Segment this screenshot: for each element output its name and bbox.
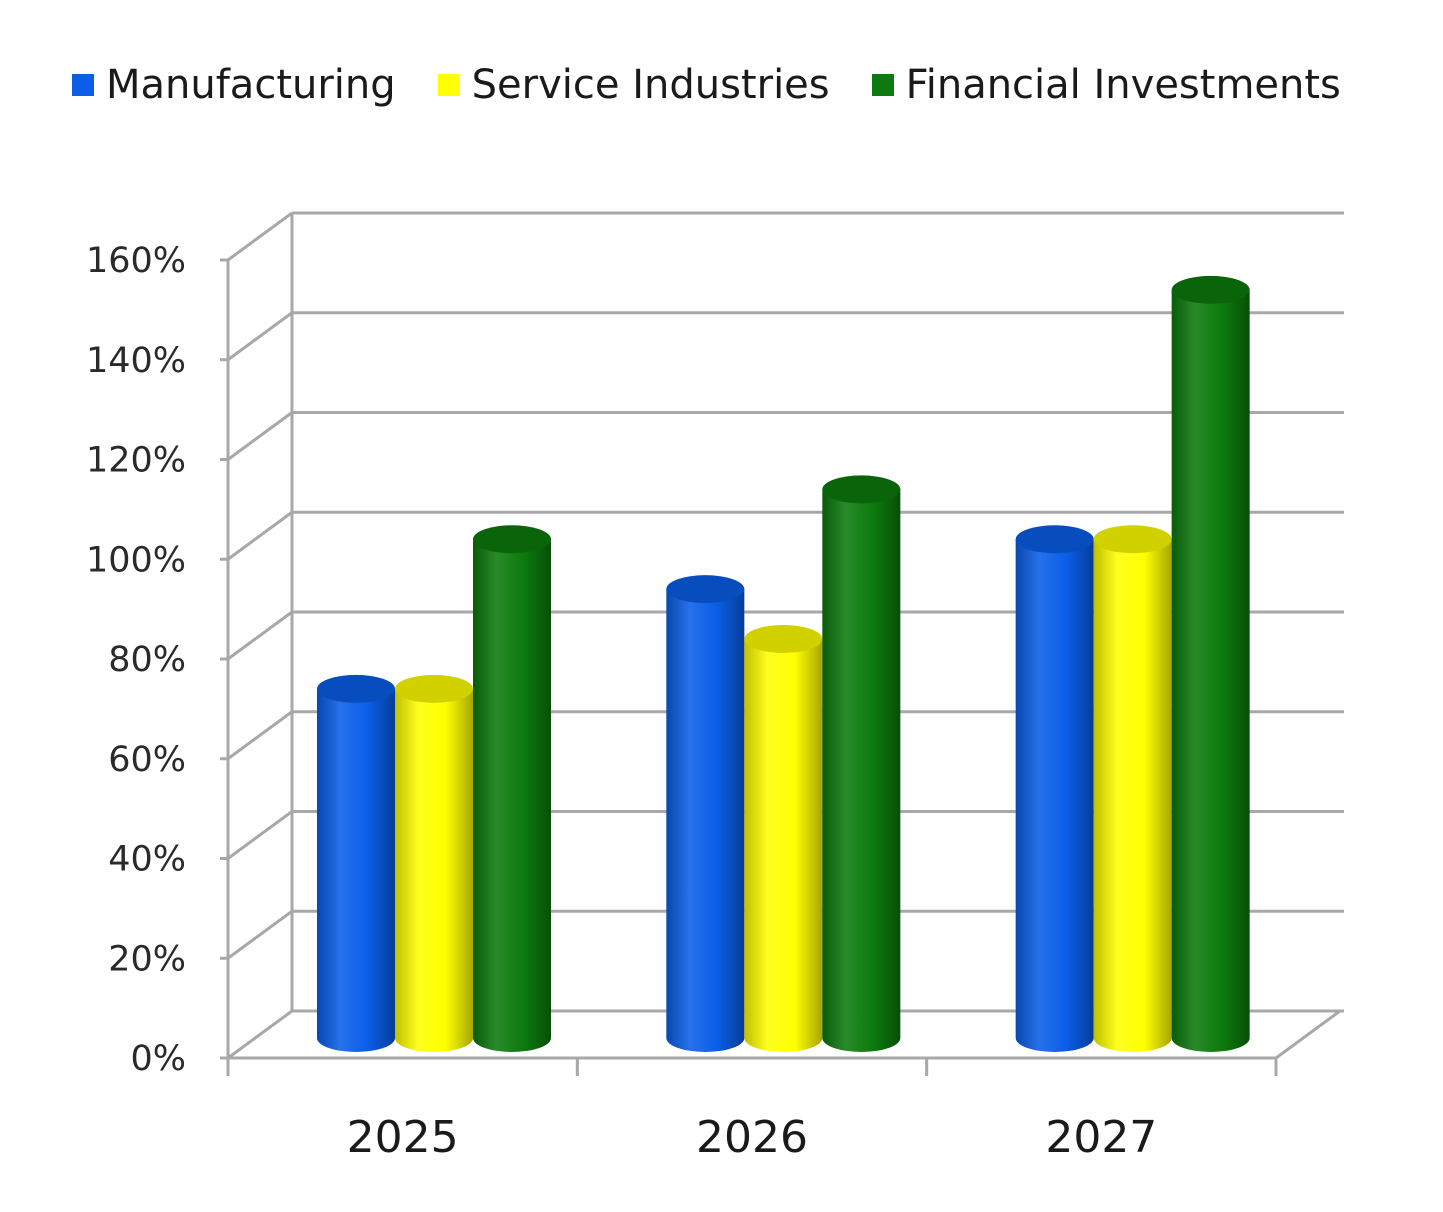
bar-body xyxy=(822,489,901,1052)
bar-top xyxy=(1171,275,1250,304)
bar-service-industries-2025 xyxy=(395,674,473,1052)
bar-top xyxy=(822,475,901,504)
bar-top xyxy=(1015,525,1094,554)
bar-top xyxy=(1093,525,1172,554)
bar-body xyxy=(473,539,551,1052)
y-tick-label: 100% xyxy=(86,540,186,580)
legend-label: Service Industries xyxy=(471,62,830,108)
bar-financial-investments-2026 xyxy=(822,475,901,1052)
legend-item-manufacturing: Manufacturing xyxy=(72,62,396,108)
legend-item-service-industries: Service Industries xyxy=(437,62,830,108)
legend-swatch xyxy=(871,74,894,96)
bar-body xyxy=(395,688,473,1052)
bar-service-industries-2026 xyxy=(744,625,823,1052)
gridline-side xyxy=(227,810,293,860)
bars xyxy=(317,275,1250,1052)
y-tick-label: 80% xyxy=(108,640,186,680)
y-tick-label: 40% xyxy=(108,840,186,880)
legend-item-financial-investments: Financial Investments xyxy=(871,62,1341,108)
gridline-side xyxy=(227,411,293,461)
bar-top xyxy=(395,674,473,703)
gridline-side xyxy=(227,511,293,561)
bar-body xyxy=(1015,539,1094,1052)
bar-financial-investments-2027 xyxy=(1171,275,1250,1052)
gridline-side xyxy=(227,910,293,960)
bar-body xyxy=(744,639,823,1052)
x-tick-label: 2026 xyxy=(696,1112,808,1163)
legend-swatch xyxy=(437,74,460,96)
bar-top xyxy=(473,525,551,554)
x-tick-labels: 2025 2026 2027 xyxy=(347,1112,1158,1163)
bar-top xyxy=(317,674,395,703)
gridline-side xyxy=(227,610,293,661)
bar-manufacturing-2025 xyxy=(317,674,395,1052)
bar-body xyxy=(666,589,745,1052)
legend-swatch xyxy=(72,74,94,96)
bar-body xyxy=(317,688,395,1052)
y-tick-label: 60% xyxy=(108,740,186,780)
bar-manufacturing-2027 xyxy=(1015,525,1094,1052)
y-tick-labels: 0% 20% 40% 60% 80% 100% 120% 140% 160% xyxy=(86,241,186,1079)
bar-top xyxy=(744,625,823,653)
bar-body xyxy=(1171,289,1250,1052)
floor-right-edge xyxy=(1275,1009,1341,1060)
gridline-side xyxy=(227,710,293,760)
legend-label: Manufacturing xyxy=(106,62,396,108)
x-tick-label: 2027 xyxy=(1045,1112,1157,1163)
y-tick-label: 140% xyxy=(86,341,186,381)
legend-label: Financial Investments xyxy=(905,62,1341,108)
y-tick-label: 120% xyxy=(86,441,186,481)
gridline-side xyxy=(227,211,293,262)
y-tick-label: 160% xyxy=(86,241,186,281)
x-tick-label: 2025 xyxy=(347,1112,459,1163)
y-tick-label: 20% xyxy=(108,939,186,979)
bar-financial-investments-2025 xyxy=(473,525,551,1052)
legend: Manufacturing Service Industries Financial… xyxy=(72,55,1383,115)
gridline-side xyxy=(227,1009,293,1060)
bar-manufacturing-2026 xyxy=(666,575,745,1052)
gridline-side xyxy=(227,311,293,361)
axes xyxy=(220,258,1278,1076)
bar-top xyxy=(666,575,745,604)
bar-body xyxy=(1093,539,1172,1052)
y-tick-label: 0% xyxy=(130,1039,186,1079)
bar-service-industries-2027 xyxy=(1093,525,1172,1052)
